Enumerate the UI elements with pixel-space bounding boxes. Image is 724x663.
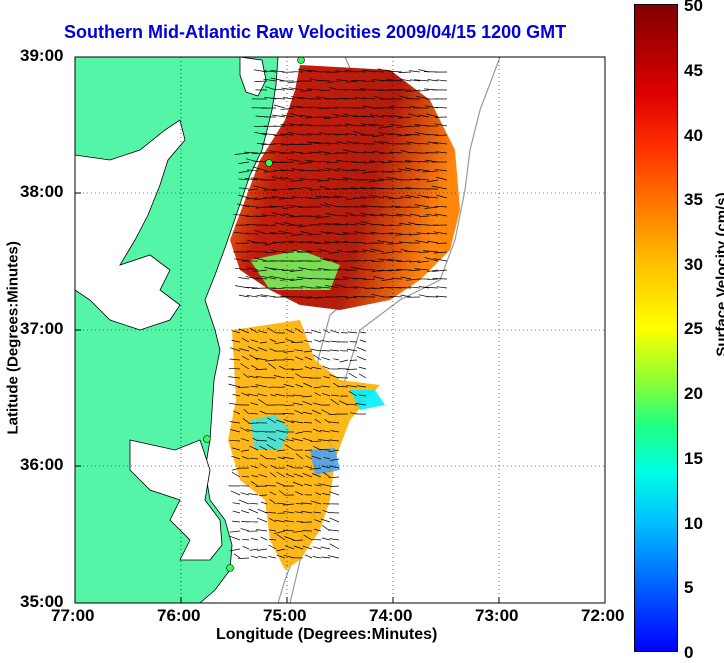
velocity-arrow — [372, 261, 384, 262]
x-axis-title: Longitude (Degrees:Minutes) — [216, 626, 437, 644]
x-tick-label: 75:00 — [263, 606, 306, 626]
velocity-arrow — [296, 504, 303, 505]
velocity-arrow — [259, 495, 267, 496]
velocity-arrow — [257, 144, 267, 145]
y-tick-label: 36:00 — [20, 455, 63, 475]
velocity-arrow — [285, 405, 294, 406]
x-tick-label: 77:00 — [51, 606, 94, 626]
velocity-arrow — [238, 387, 249, 388]
velocity-arrow — [436, 243, 447, 244]
chart-title: Southern Mid-Atlantic Raw Velocities 200… — [64, 22, 566, 43]
x-tick-label: 76:00 — [157, 606, 200, 626]
velocity-arrow — [410, 270, 421, 271]
velocity-arrow — [435, 135, 447, 136]
velocity-arrow — [329, 126, 339, 127]
velocity-arrow — [350, 360, 357, 361]
x-tick-label: 72:00 — [581, 606, 624, 626]
radar-site-marker — [298, 57, 305, 64]
velocity-arrow — [396, 270, 411, 271]
y-axis-title: Latitude (Degrees:Minutes) — [5, 257, 22, 435]
colorbar-tick-label: 35 — [684, 190, 703, 210]
radar-site-marker — [266, 160, 273, 167]
velocity-arrow — [392, 279, 403, 280]
velocity-arrow — [364, 81, 375, 82]
colorbar-tick-label: 40 — [684, 126, 703, 146]
velocity-arrow — [265, 486, 276, 487]
velocity-arrow — [392, 252, 402, 253]
velocity-arrow — [321, 351, 330, 352]
velocity-arrow — [354, 261, 366, 262]
velocity-arrow — [373, 225, 384, 226]
velocity-arrow — [236, 243, 249, 244]
y-tick-label: 37:00 — [20, 319, 63, 339]
velocity-arrow — [305, 450, 312, 451]
velocity-arrow — [338, 297, 348, 298]
velocity-arrow — [307, 171, 321, 172]
velocity-arrow — [337, 234, 348, 235]
colorbar-tick-label: 0 — [684, 643, 693, 663]
colorbar-tick-label: 25 — [684, 319, 703, 339]
velocity-arrow — [306, 180, 321, 181]
velocity-arrow — [372, 288, 384, 289]
velocity-arrow — [433, 279, 447, 280]
x-tick-label: 74:00 — [369, 606, 412, 626]
velocity-arrow — [426, 135, 438, 136]
colorbar-tick-label: 15 — [684, 449, 703, 469]
colorbar-tick-label: 10 — [684, 514, 703, 534]
radar-site-marker — [204, 436, 211, 443]
radar-site-marker — [227, 565, 234, 572]
x-tick-label: 73:00 — [475, 606, 518, 626]
velocity-arrow — [363, 270, 376, 271]
velocity-arrow — [353, 126, 366, 127]
velocity-arrow — [308, 216, 321, 217]
colorbar-title: Surface Velocity (cm/s) — [714, 185, 724, 365]
colorbar — [634, 4, 678, 652]
colorbar-tick-label: 20 — [684, 384, 703, 404]
colorbar-tick-label: 30 — [684, 255, 703, 275]
colorbar-tick-label: 50 — [684, 0, 703, 16]
velocity-arrow — [342, 189, 357, 190]
velocity-arrow — [297, 522, 304, 523]
y-tick-label: 38:00 — [20, 182, 63, 202]
colorbar-tick-label: 45 — [684, 61, 703, 81]
velocity-arrow — [419, 216, 429, 217]
colorbar-tick-label: 5 — [684, 578, 693, 598]
y-tick-label: 39:00 — [20, 46, 63, 66]
